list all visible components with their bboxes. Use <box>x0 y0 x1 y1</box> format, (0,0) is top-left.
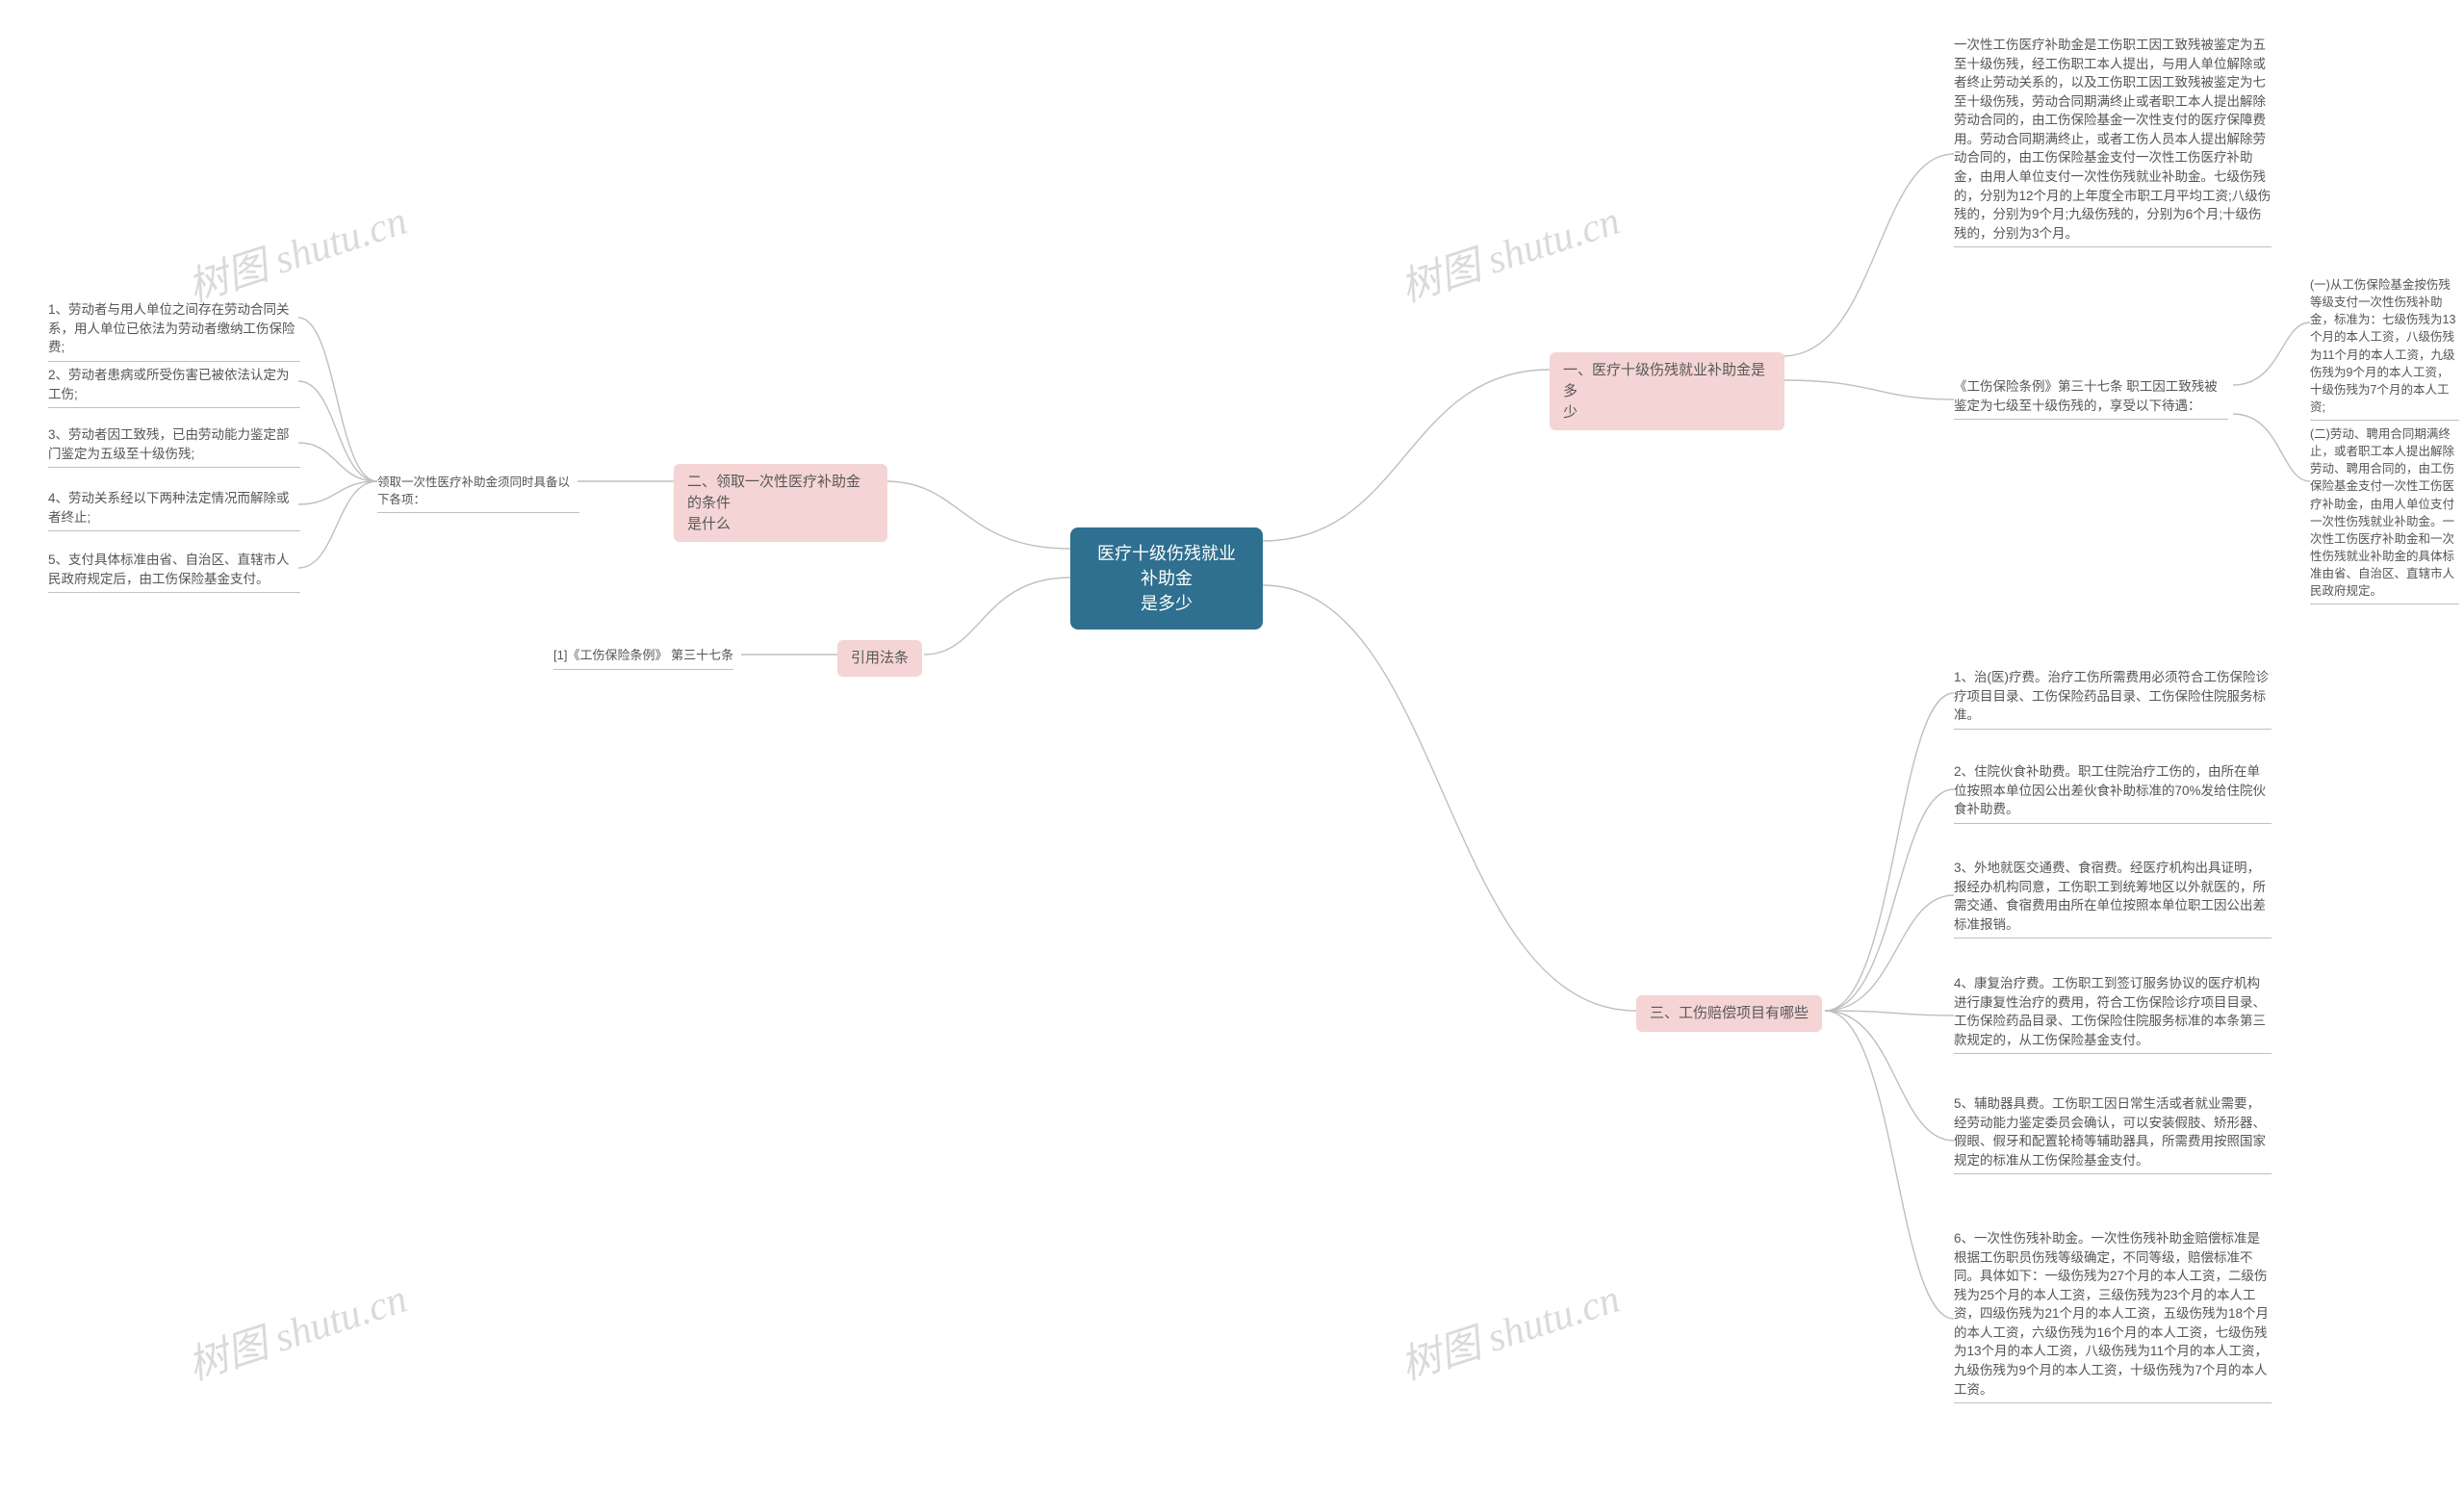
leaf-b2-4: 4、劳动关系经以下两种法定情况而解除或者终止; <box>48 487 300 533</box>
leaf-b4-3: 3、外地就医交通费、食宿费。经医疗机构出具证明，报经办机构同意，工伤职工到统筹地… <box>1954 857 2272 940</box>
watermark: 树图 shutu.cn <box>179 1266 413 1392</box>
branch-2[interactable]: 二、领取一次性医疗补助金的条件是什么 <box>674 464 887 542</box>
watermark: 树图 shutu.cn <box>1392 188 1626 314</box>
leaf-b1-2b: (二)劳动、聘用合同期满终止，或者职工本人提出解除劳动、聘用合同的，由工伤保险基… <box>2310 424 2459 606</box>
leaf-b4-5: 5、辅助器具费。工伤职工因日常生活或者就业需要，经劳动能力鉴定委员会确认，可以安… <box>1954 1093 2272 1176</box>
branch-4[interactable]: 三、工伤赔偿项目有哪些 <box>1636 995 1822 1032</box>
leaf-b2-5: 5、支付具体标准由省、自治区、直辖市人民政府规定后，由工伤保险基金支付。 <box>48 549 300 595</box>
leaf-b2-3: 3、劳动者因工致残，已由劳动能力鉴定部门鉴定为五级至十级伤残; <box>48 424 300 470</box>
leaf-b3-1: [1]《工伤保险条例》 第三十七条 <box>553 645 733 672</box>
mindmap-canvas: 医疗十级伤残就业补助金是多少 一、医疗十级伤残就业补助金是多少 一次性工伤医疗补… <box>0 0 2464 1491</box>
watermark: 树图 shutu.cn <box>1392 1266 1626 1392</box>
intermediate-b2: 领取一次性医疗补助金须同时具备以下各项： <box>377 472 579 515</box>
branch-1[interactable]: 一、医疗十级伤残就业补助金是多少 <box>1550 352 1784 430</box>
leaf-b4-2: 2、住院伙食补助费。职工住院治疗工伤的，由所在单位按照本单位因公出差伙食补助标准… <box>1954 760 2272 826</box>
watermark: 树图 shutu.cn <box>179 188 413 314</box>
branch-3[interactable]: 引用法条 <box>837 640 922 677</box>
leaf-b4-6: 6、一次性伤残补助金。一次性伤残补助金赔偿标准是根据工伤职员伤残等级确定，不同等… <box>1954 1227 2272 1405</box>
leaf-b4-1: 1、治(医)疗费。治疗工伤所需费用必须符合工伤保险诊疗项目目录、工伤保险药品目录… <box>1954 666 2272 732</box>
leaf-b1-1: 一次性工伤医疗补助金是工伤职工因工致残被鉴定为五至十级伤残，经工伤职工本人提出，… <box>1954 34 2272 249</box>
leaf-b1-2a: (一)从工伤保险基金按伤残等级支付一次性伤残补助金，标准为：七级伤残为13个月的… <box>2310 274 2459 423</box>
center-node[interactable]: 医疗十级伤残就业补助金是多少 <box>1070 527 1263 630</box>
leaf-b2-1: 1、劳动者与用人单位之间存在劳动合同关系，用人单位已依法为劳动者缴纳工伤保险费; <box>48 298 300 364</box>
leaf-b2-2: 2、劳动者患病或所受伤害已被依法认定为工伤; <box>48 364 300 410</box>
leaf-b4-4: 4、康复治疗费。工伤职工到签订服务协议的医疗机构进行康复性治疗的费用，符合工伤保… <box>1954 972 2272 1056</box>
leaf-b1-2: 《工伤保险条例》第三十七条 职工因工致残被鉴定为七级至十级伤残的，享受以下待遇： <box>1954 375 2228 422</box>
